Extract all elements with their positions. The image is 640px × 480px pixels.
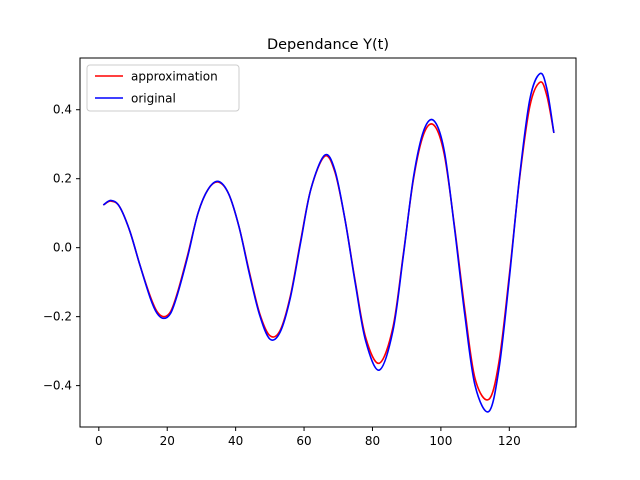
- y-tick-label: 0.0: [53, 241, 72, 255]
- x-tick-label: 120: [498, 434, 521, 448]
- plot-frame: [79, 57, 577, 428]
- x-tick-label: 80: [365, 434, 380, 448]
- legend-label-original: original: [131, 92, 176, 106]
- y-tick-label: 0.2: [53, 172, 72, 186]
- chart-title: Dependance Y(t): [267, 37, 389, 53]
- series-line-original: [102, 72, 555, 413]
- y-tick-label: 0.4: [53, 103, 72, 117]
- y-tick-label: −0.4: [43, 379, 72, 393]
- x-tick-label: 20: [160, 434, 175, 448]
- y-tick-label: −0.2: [43, 310, 72, 324]
- x-tick-label: 100: [429, 434, 452, 448]
- x-tick-label: 0: [95, 434, 103, 448]
- legend-label-approximation: approximation: [131, 70, 218, 84]
- x-tick-label: 60: [296, 434, 311, 448]
- x-tick-label: 40: [228, 434, 243, 448]
- legend-box: [86, 64, 240, 112]
